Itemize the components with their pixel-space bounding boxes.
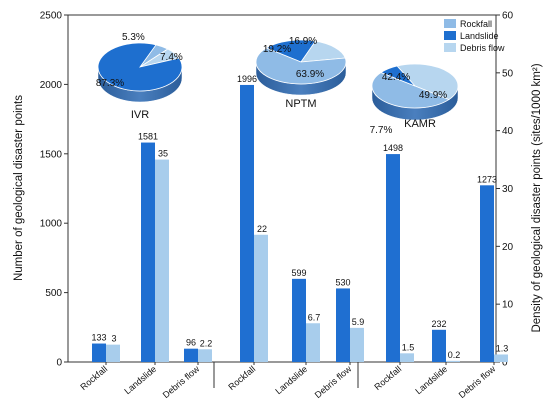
pies-layer: 5.3% 7.4% 87.3% IVR 19.2%16.9% 63.9% NPTM 42.4%… bbox=[96, 32, 459, 136]
count-bar bbox=[240, 84, 254, 362]
count-data-label: 1498 bbox=[383, 143, 403, 153]
right-tick-label: 30 bbox=[502, 184, 514, 195]
pie-percent-label: 19.2% bbox=[263, 44, 291, 55]
right-tick-label: 10 bbox=[502, 300, 514, 311]
right-tick-label: 60 bbox=[502, 11, 514, 22]
pie-percent-label: 49.9% bbox=[419, 90, 447, 101]
density-bar bbox=[155, 159, 169, 362]
pie-slice-rockfall bbox=[255, 47, 347, 85]
right-tick-label: 40 bbox=[502, 126, 514, 137]
density-bar bbox=[494, 354, 508, 362]
pie-percent-label: 87.3% bbox=[96, 78, 124, 89]
pie-chart: 19.2%16.9% 63.9% NPTM bbox=[255, 36, 347, 110]
category-label: Debris flow bbox=[313, 364, 354, 401]
count-data-label: 599 bbox=[291, 268, 306, 278]
pie-slice-landslide bbox=[265, 39, 317, 63]
pie-slice-landslide bbox=[380, 65, 416, 87]
category-label: Landslide bbox=[413, 364, 449, 396]
left-axis-label: Number of geological disaster points bbox=[13, 95, 25, 281]
count-data-label: 1996 bbox=[237, 74, 257, 84]
group-dividers bbox=[213, 362, 359, 388]
category-label: Rockfall bbox=[78, 364, 109, 392]
pie-percent-label: 5.3% bbox=[122, 32, 145, 43]
count-bar bbox=[141, 142, 155, 362]
left-tick-label: 2500 bbox=[40, 11, 63, 22]
category-label: Rockfall bbox=[372, 364, 403, 392]
category-label: Debris flow bbox=[457, 364, 498, 401]
density-data-label: 5.9 bbox=[352, 317, 365, 327]
density-data-label: 1.5 bbox=[402, 342, 415, 352]
right-tick-label: 20 bbox=[502, 242, 514, 253]
category-label: Landslide bbox=[122, 364, 158, 396]
legend-entry: Rockfall bbox=[460, 19, 492, 29]
left-tick-label: 500 bbox=[45, 288, 62, 299]
pie-percent-label: 63.9% bbox=[296, 69, 324, 80]
left-tick-label: 2000 bbox=[40, 80, 63, 91]
pie-percent-label: 7.4% bbox=[160, 52, 183, 63]
count-data-label: 96 bbox=[186, 338, 196, 348]
count-bar bbox=[92, 343, 106, 362]
right-tick-label: 50 bbox=[502, 68, 514, 79]
pie-chart: 42.4% 49.9% 7.7% KAMR bbox=[370, 63, 459, 136]
density-data-label: 35 bbox=[158, 149, 168, 159]
count-bar bbox=[432, 329, 446, 362]
count-bar bbox=[184, 348, 198, 362]
pie-percent-label: 7.7% bbox=[370, 125, 393, 136]
pie-chart: 5.3% 7.4% 87.3% IVR bbox=[96, 32, 183, 121]
right-axis-label: Density of geological disaster points (s… bbox=[531, 63, 543, 332]
legend-swatch bbox=[444, 31, 456, 40]
count-data-label: 133 bbox=[91, 333, 106, 343]
density-data-label: 0.2 bbox=[448, 350, 461, 360]
density-bar bbox=[254, 234, 268, 362]
density-bar bbox=[306, 323, 320, 362]
legend-swatch bbox=[444, 43, 456, 52]
legend-entry: Debris flow bbox=[460, 43, 505, 53]
count-data-label: 530 bbox=[335, 277, 350, 287]
pie-percent-label: 42.4% bbox=[382, 72, 410, 83]
left-tick-label: 1500 bbox=[40, 149, 63, 160]
density-bar bbox=[198, 349, 212, 362]
density-bar bbox=[106, 344, 120, 362]
pie-slice-debris-flow bbox=[396, 63, 459, 101]
legend: Rockfall Landslide Debris flow bbox=[444, 19, 505, 53]
count-bar bbox=[480, 185, 494, 362]
category-label: Landslide bbox=[273, 364, 309, 396]
pie-slice-rockfall bbox=[371, 72, 450, 109]
density-data-label: 1.3 bbox=[496, 343, 509, 353]
density-data-label: 3 bbox=[111, 334, 116, 344]
density-data-label: 6.7 bbox=[308, 312, 321, 322]
density-bar bbox=[446, 360, 460, 362]
count-bar bbox=[292, 278, 306, 362]
pie-slice-landslide bbox=[97, 42, 183, 92]
category-label: Debris flow bbox=[161, 364, 202, 401]
density-bar bbox=[400, 353, 414, 362]
region-label: NPTM bbox=[285, 98, 316, 110]
density-bar bbox=[350, 327, 364, 362]
count-data-label: 232 bbox=[431, 319, 446, 329]
region-label: IVR bbox=[131, 109, 149, 121]
pie-slice-debris-flow bbox=[300, 40, 346, 63]
region-label: KAMR bbox=[404, 118, 436, 130]
count-bar bbox=[386, 154, 400, 362]
legend-swatch bbox=[444, 19, 456, 28]
category-label: Rockfall bbox=[226, 364, 257, 392]
density-data-label: 22 bbox=[257, 224, 267, 234]
right-tick-label: 0 bbox=[502, 358, 508, 369]
right-y-axis: 0 10 20 30 40 50 60 bbox=[496, 11, 514, 369]
left-y-axis: 0 500 1000 1500 2000 2500 bbox=[40, 11, 68, 369]
density-data-label: 2.2 bbox=[200, 338, 213, 348]
count-data-label: 1273 bbox=[477, 174, 497, 184]
count-data-label: 1581 bbox=[138, 132, 158, 142]
left-tick-label: 0 bbox=[56, 358, 62, 369]
legend-entry: Landslide bbox=[460, 31, 499, 41]
pie-percent-label: 16.9% bbox=[289, 36, 317, 47]
count-bar bbox=[336, 288, 350, 362]
left-tick-label: 1000 bbox=[40, 219, 63, 230]
